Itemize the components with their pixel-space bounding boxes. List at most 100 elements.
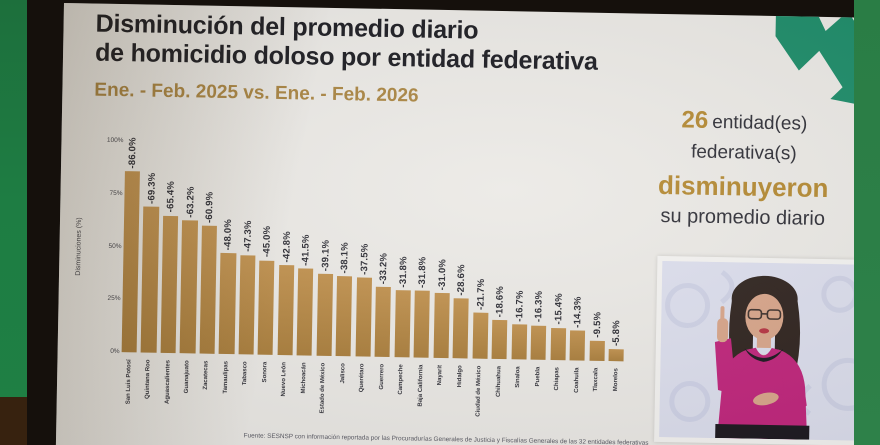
- bar-column: -45.0%: [257, 226, 275, 355]
- x-axis-label: San Luis Potosí: [125, 359, 133, 405]
- monitor-bezel: Disminución del promedio diario de homic…: [27, 0, 874, 445]
- bar: [589, 340, 605, 361]
- x-axis-label: Michoacán: [300, 362, 308, 394]
- sign-language-interpreter-video: [654, 255, 874, 445]
- bar-value-label: -16.7%: [513, 289, 526, 322]
- bar: [199, 225, 217, 354]
- bar-column: -41.5%: [296, 233, 314, 356]
- bar-value-label: -41.5%: [300, 233, 313, 266]
- bar-value-label: -38.1%: [339, 241, 352, 274]
- bar-column: -39.1%: [316, 239, 334, 356]
- summary-line-1: 26 entidad(es): [632, 101, 858, 141]
- bar-column: -21.7%: [472, 279, 489, 359]
- glasses: [747, 308, 782, 320]
- bar-column: -63.2%: [180, 186, 198, 354]
- x-axis-label: Morelos: [612, 368, 620, 392]
- x-axis-label: Ciudad de México: [475, 365, 483, 417]
- summary-panel: 26 entidad(es) federativa(s) disminuyeron…: [630, 101, 857, 232]
- bar-column: -48.0%: [219, 219, 237, 355]
- period-subtitle: Ene. - Feb. 2025 vs. Ene. - Feb. 2026: [94, 79, 419, 107]
- bar-column: -18.6%: [491, 285, 508, 360]
- bar: [374, 287, 392, 358]
- bar-column: -33.2%: [374, 252, 392, 358]
- bar: [608, 348, 624, 362]
- x-axis-labels: San Luis Potosí Quintana Roo Aguascaliente…: [121, 359, 628, 419]
- bar: [180, 220, 198, 354]
- bar: [413, 290, 431, 358]
- x-axis-label: Chiapas: [554, 367, 561, 391]
- bar-column: -31.0%: [433, 258, 450, 359]
- x-axis-label: Quintana Roo: [144, 359, 152, 400]
- summary-line-4: su promedio diario: [660, 204, 826, 230]
- bar-value-label: -18.6%: [494, 285, 507, 318]
- x-axis-label: Coahuila: [573, 367, 581, 393]
- y-axis-title: Disminuciones (%): [75, 217, 84, 276]
- bar-value-label: -16.3%: [533, 291, 546, 323]
- bar: [257, 260, 275, 355]
- bar-column: -14.3%: [569, 296, 586, 361]
- page-title: Disminución del promedio diario de homic…: [95, 10, 599, 77]
- x-axis-label: Baja California: [417, 364, 425, 407]
- x-axis-label: Zacatecas: [203, 360, 210, 390]
- interpreter-illustration: [659, 261, 871, 441]
- bar: [316, 273, 334, 356]
- x-axis-label: Campeche: [398, 364, 405, 395]
- x-axis-label: Sonora: [262, 361, 269, 383]
- bar: [160, 215, 179, 354]
- entity-count: 26: [681, 106, 709, 134]
- bar-value-label: -60.9%: [203, 191, 216, 223]
- bar-value-label: -31.0%: [436, 258, 449, 290]
- bar-column: -38.1%: [335, 241, 353, 357]
- x-axis-label: Nuevo León: [281, 362, 288, 397]
- summary-highlight: disminuyeron: [657, 169, 829, 203]
- bar: [472, 312, 489, 359]
- bar: [511, 324, 527, 360]
- bar: [491, 319, 508, 360]
- bar: [335, 276, 353, 357]
- studio-wall-right: [854, 0, 880, 445]
- bar: [277, 265, 295, 356]
- y-axis-tick: 100%: [106, 136, 124, 145]
- bar-column: -69.3%: [141, 173, 159, 353]
- bar-column: -9.5%: [589, 312, 605, 361]
- bar-value-label: -31.8%: [397, 256, 410, 288]
- bar-value-label: -21.7%: [475, 278, 487, 311]
- x-axis-label: Puebla: [534, 366, 542, 387]
- bar-group: -86.0% -69.3% -65.4% -63.2% -60.9% -48.0% -47.…: [121, 137, 632, 362]
- bar-column: -60.9%: [199, 191, 218, 354]
- bar-value-label: -47.3%: [242, 220, 254, 253]
- bar: [569, 330, 586, 361]
- bar-column: -16.3%: [530, 291, 547, 360]
- bar-value-label: -14.3%: [572, 296, 584, 328]
- x-axis-label: Querétaro: [359, 363, 366, 393]
- x-axis-label: Hidalgo: [456, 365, 464, 388]
- x-axis-label: Tabasco: [242, 361, 249, 386]
- bar-column: -86.0%: [121, 137, 141, 353]
- bar-column: -65.4%: [160, 181, 179, 354]
- bar-value-label: -5.8%: [610, 320, 623, 347]
- bar: [238, 254, 256, 355]
- x-axis-label: Tamaulipas: [222, 360, 230, 394]
- x-axis-label: Aguascalientes: [164, 359, 171, 405]
- bar-value-label: -15.4%: [552, 293, 565, 325]
- x-axis-label: Estado de México: [319, 362, 327, 414]
- bar: [433, 292, 450, 359]
- summary-line-2: federativa(s): [690, 141, 797, 165]
- y-axis-ticks: 100% 75% 50% 25% 0%: [82, 136, 124, 355]
- bar-value-label: -86.0%: [127, 137, 139, 169]
- bar: [394, 290, 411, 358]
- bar-value-label: -69.3%: [145, 172, 158, 205]
- studio-wall-left: [0, 0, 27, 445]
- y-axis-tick: 75%: [109, 189, 123, 197]
- x-axis-label: Sinaloa: [515, 366, 522, 388]
- bar-value-label: -63.2%: [184, 186, 197, 218]
- bar: [121, 171, 141, 353]
- bar-column: -28.6%: [452, 264, 470, 359]
- bar-column: -47.3%: [238, 221, 256, 355]
- y-axis-tick: 50%: [108, 242, 122, 250]
- bar-value-label: -42.8%: [281, 230, 293, 263]
- bar-value-label: -33.2%: [378, 252, 390, 285]
- bar-column: -37.5%: [355, 243, 372, 357]
- bar-column: -31.8%: [413, 256, 431, 358]
